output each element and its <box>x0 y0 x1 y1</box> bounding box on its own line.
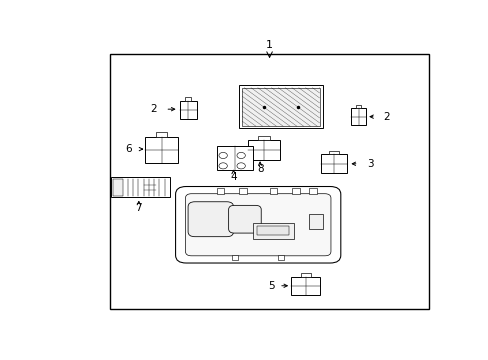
Bar <box>185 98 191 101</box>
Bar <box>258 136 269 140</box>
Text: 1: 1 <box>265 40 272 50</box>
Bar <box>239 188 246 194</box>
Bar <box>309 188 316 194</box>
Text: 4: 4 <box>230 172 236 182</box>
FancyBboxPatch shape <box>228 205 261 233</box>
Bar <box>232 255 238 260</box>
Bar <box>110 54 428 309</box>
FancyBboxPatch shape <box>185 194 330 256</box>
Bar <box>247 140 280 160</box>
Text: 8: 8 <box>256 164 263 174</box>
Text: 3: 3 <box>366 159 372 169</box>
Bar <box>113 179 123 195</box>
Bar <box>257 226 289 235</box>
Bar <box>156 132 167 137</box>
Text: 6: 6 <box>125 144 132 154</box>
Bar <box>252 222 294 239</box>
Bar <box>217 147 253 170</box>
Bar <box>309 214 322 229</box>
FancyBboxPatch shape <box>188 202 233 237</box>
Bar <box>291 277 319 295</box>
Bar <box>111 177 170 197</box>
Bar <box>239 85 322 129</box>
Text: 7: 7 <box>135 203 142 213</box>
Bar <box>277 255 284 260</box>
Text: 2: 2 <box>383 112 389 122</box>
Bar <box>179 101 196 119</box>
FancyBboxPatch shape <box>175 186 340 263</box>
Bar <box>329 150 338 154</box>
Bar <box>292 188 299 194</box>
Bar <box>145 137 177 163</box>
Bar <box>242 88 319 126</box>
Text: 5: 5 <box>267 281 274 291</box>
Bar <box>216 188 224 194</box>
Bar <box>355 105 361 108</box>
Bar <box>300 274 310 277</box>
Bar <box>269 188 277 194</box>
Text: 2: 2 <box>150 104 157 114</box>
Bar <box>320 154 346 174</box>
Bar <box>350 108 366 125</box>
